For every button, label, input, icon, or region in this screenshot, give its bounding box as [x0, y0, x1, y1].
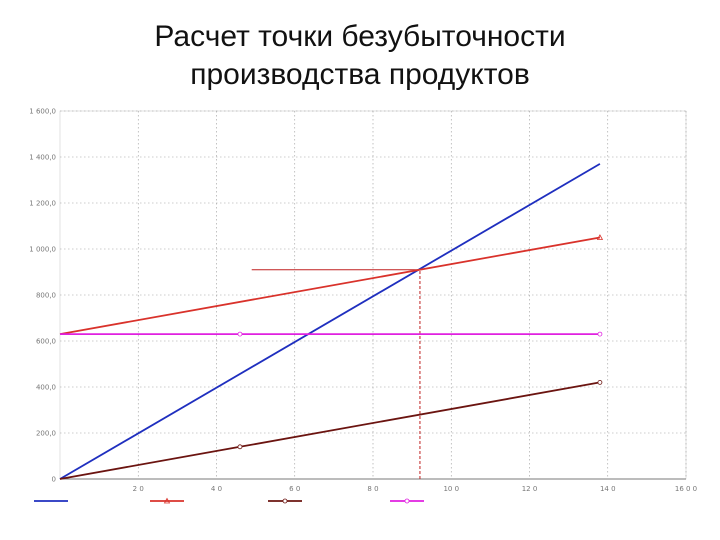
y-tick-label: 0: [52, 476, 56, 484]
series-marker-4: [597, 331, 603, 337]
y-tick-label: 1 000,0: [29, 246, 56, 254]
series-marker-3: [237, 444, 243, 450]
y-tick-label: 1 400,0: [29, 154, 56, 162]
series-line-2: [59, 236, 601, 335]
y-tick-label: 800,0: [36, 292, 56, 300]
series-marker-2: [596, 234, 604, 240]
legend-marker-3: [282, 498, 288, 504]
y-tick-label: 600,0: [36, 338, 56, 346]
x-tick-label: 4 0: [211, 485, 222, 493]
x-tick-label: 12 0: [522, 485, 538, 493]
x-tick-label: 16 0 0: [675, 485, 697, 493]
x-tick-label: 2 0: [133, 485, 144, 493]
series-marker-3: [597, 379, 603, 385]
legend-marker-4: [404, 498, 410, 504]
slide-title: Расчет точки безубыточности производства…: [0, 18, 720, 94]
title-line-2: производства продуктов: [190, 58, 530, 91]
chart-legend: [34, 497, 424, 504]
x-tick-label: 6 0: [289, 485, 300, 493]
x-tick-label: 8 0: [367, 485, 378, 493]
series-marker-4: [237, 331, 243, 337]
x-tick-label: 14 0: [600, 485, 616, 493]
y-tick-label: 400,0: [36, 384, 56, 392]
title-line-1: Расчет точки безубыточности: [154, 20, 566, 53]
y-tick-label: 1 600,0: [29, 108, 56, 116]
y-tick-label: 1 200,0: [29, 200, 56, 208]
y-tick-label: 200,0: [36, 430, 56, 438]
x-tick-label: 10 0: [443, 485, 459, 493]
legend-marker-2: [163, 497, 171, 504]
series-line-1: [59, 163, 601, 480]
